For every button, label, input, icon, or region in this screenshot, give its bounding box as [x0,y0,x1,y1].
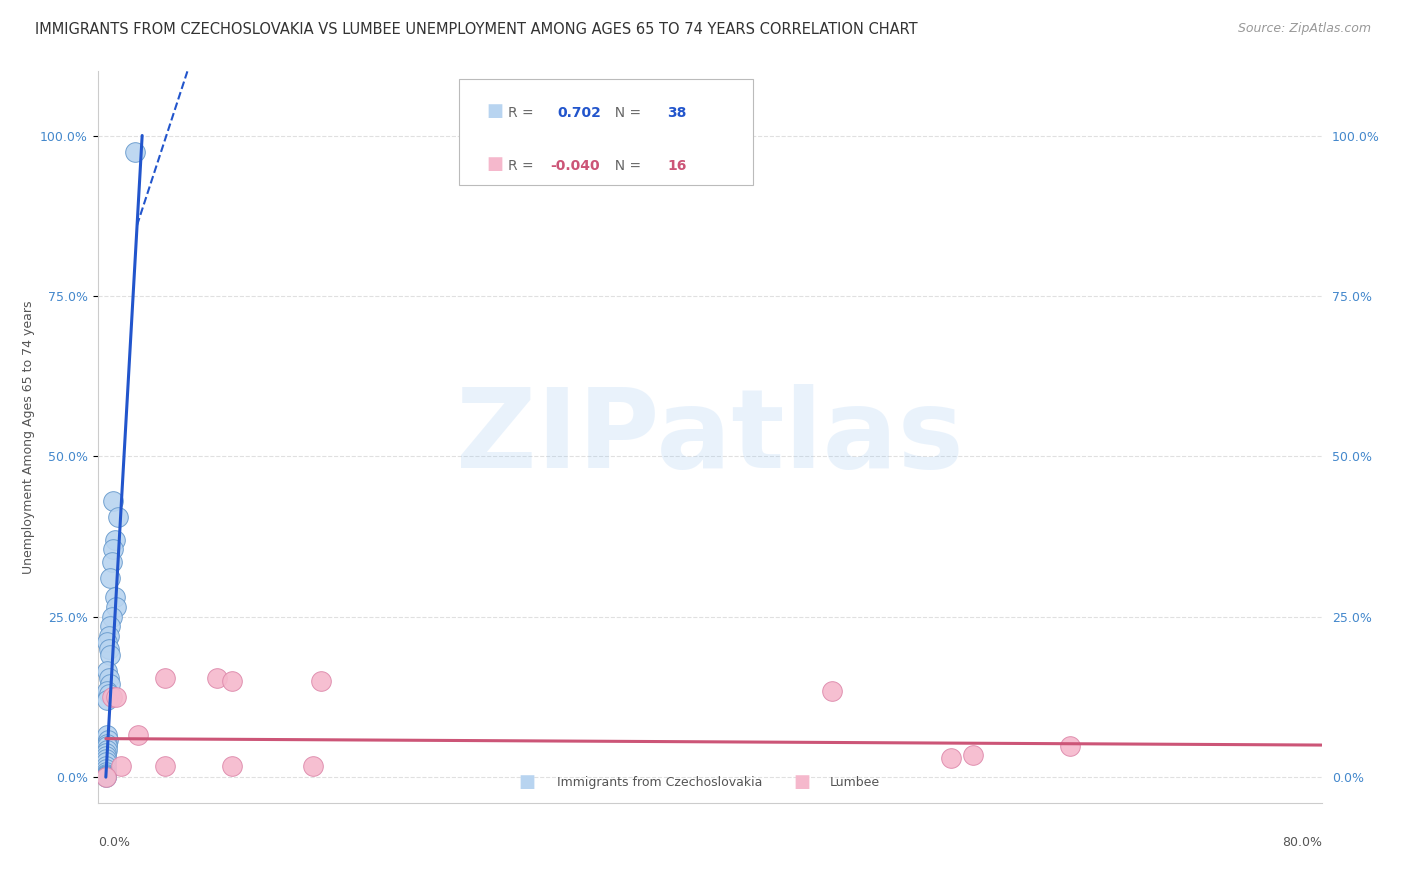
Point [100,609,122,624]
Point [205,671,228,685]
Text: ■: ■ [486,154,503,173]
Text: 80.0%: 80.0% [1282,836,1322,848]
Point [98,677,121,691]
Text: Immigrants from Czechoslovakia: Immigrants from Czechoslovakia [557,776,762,789]
Text: ZIPatlas: ZIPatlas [456,384,965,491]
Point [962,747,984,762]
Point [94,764,117,779]
Point [94,770,117,784]
Point [94,768,117,782]
Point [100,690,122,704]
Point [105,600,128,615]
Point [221,673,243,688]
Point [124,145,146,159]
Point [104,533,127,547]
Text: Source: ZipAtlas.com: Source: ZipAtlas.com [1237,22,1371,36]
Point [309,673,332,688]
Point [100,555,122,569]
Point [96,635,118,649]
Point [97,733,120,747]
Point [94,770,117,784]
Text: ■: ■ [793,773,810,791]
Point [104,591,127,605]
Text: N =: N = [606,106,645,120]
Point [96,728,118,742]
Point [94,746,117,760]
Text: R =: R = [508,106,538,120]
FancyBboxPatch shape [460,78,752,185]
Point [94,748,117,763]
Point [94,770,117,784]
Point [98,619,121,633]
Text: 0.0%: 0.0% [98,836,131,848]
Y-axis label: Unemployment Among Ages 65 to 74 years: Unemployment Among Ages 65 to 74 years [21,301,35,574]
Text: ■: ■ [486,102,503,120]
Point [96,693,118,707]
Point [221,758,243,772]
Text: 16: 16 [668,159,686,173]
Point [127,728,149,742]
Point [96,739,118,754]
Point [103,494,125,508]
Point [302,758,325,772]
Point [97,687,120,701]
Point [94,756,117,770]
Point [98,648,121,663]
Text: IMMIGRANTS FROM CZECHOSLOVAKIA VS LUMBEE UNEMPLOYMENT AMONG AGES 65 TO 74 YEARS : IMMIGRANTS FROM CZECHOSLOVAKIA VS LUMBEE… [35,22,918,37]
Point [107,510,129,524]
Point [97,629,120,643]
Point [153,758,176,772]
Point [94,758,117,772]
Point [97,641,120,656]
Text: Lumbee: Lumbee [830,776,880,789]
Point [96,742,118,756]
Point [94,767,117,781]
Point [94,769,117,783]
Point [96,665,118,679]
Point [105,690,128,704]
Text: 38: 38 [668,106,686,120]
Point [98,571,121,585]
Point [110,758,132,772]
Point [97,671,120,685]
Point [103,542,125,557]
Text: R =: R = [508,159,538,173]
Point [96,683,118,698]
Point [821,683,844,698]
Text: N =: N = [606,159,645,173]
Text: 0.702: 0.702 [557,106,600,120]
Point [94,752,117,766]
Text: ■: ■ [517,773,536,791]
Point [94,762,117,776]
Point [939,751,962,765]
Text: -0.040: -0.040 [550,159,599,173]
Point [153,671,176,685]
Point [1059,739,1081,754]
Point [96,737,118,751]
